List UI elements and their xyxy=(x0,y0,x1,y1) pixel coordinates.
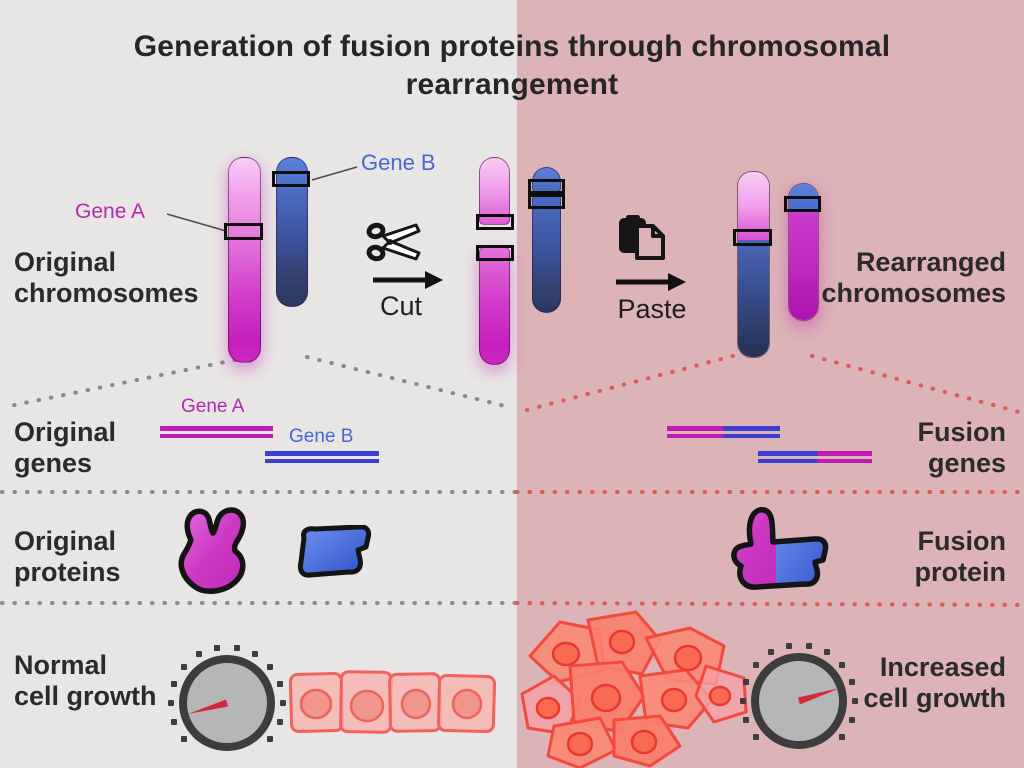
original-chromosomes-label: Original chromosomes xyxy=(14,247,199,309)
gene-a-box-cut-bottom xyxy=(476,245,514,261)
original-genes-label-line1: Original xyxy=(14,417,117,447)
gene-a-box-cut-top xyxy=(476,214,514,230)
fusion-protein-label-line2: protein xyxy=(914,557,1007,587)
gene-b-callout-label: Gene B xyxy=(361,150,436,175)
protein-b-shape xyxy=(297,525,372,578)
fusion-gene-bar-1 xyxy=(667,426,780,438)
normal-cell-growth-label: Normal cell growth xyxy=(14,650,157,712)
fusion-chromosome-1-blue-segment xyxy=(738,240,769,357)
gene-b-bar-label: Gene B xyxy=(289,426,354,447)
original-proteins-label-line2: proteins xyxy=(14,557,121,587)
page-title-line1: Generation of fusion proteins through ch… xyxy=(133,30,891,63)
page-title: Generation of fusion proteins through ch… xyxy=(0,28,1024,104)
fusion-chromosome-1 xyxy=(737,171,770,358)
chromosome-a-cut-bottom xyxy=(479,247,510,365)
gene-a-bar xyxy=(160,426,273,438)
gene-a-callout-label: Gene A xyxy=(75,200,146,223)
chromosome-b xyxy=(276,157,308,307)
dial-gauge-low-icon xyxy=(168,645,286,751)
fusion-genes-label-line1: Fusion xyxy=(917,417,1007,447)
gene-a-bar-label: Gene A xyxy=(181,396,245,417)
gauge-needle-low xyxy=(188,699,228,714)
increased-cell-growth-label: Increased cell growth xyxy=(863,652,1006,714)
increased-cell-growth-label-line1: Increased xyxy=(879,652,1006,682)
fusion-genes-label-line2: genes xyxy=(927,448,1006,478)
scissors-icon xyxy=(366,222,421,262)
protein-a-blob xyxy=(178,507,246,594)
normal-cell-growth-label-line1: Normal xyxy=(14,650,108,680)
fusion-chromosome-2-gene-box xyxy=(784,196,821,212)
fusion-chromosome-2 xyxy=(788,183,819,321)
rearranged-chromosomes-label: Rearranged chromosomes xyxy=(821,247,1006,309)
gene-b-box xyxy=(272,171,310,187)
fusion-gene-bar-2 xyxy=(758,451,872,463)
rearranged-chromosomes-label-line1: Rearranged xyxy=(855,247,1006,277)
clipboard-paste-icon xyxy=(619,215,665,260)
gauge-needle-high xyxy=(798,688,840,705)
original-genes-label-line2: genes xyxy=(14,448,93,478)
chromosome-a-cut-top xyxy=(479,157,510,225)
gene-b-box-cut-top xyxy=(528,179,565,194)
rearranged-chromosomes-label-line2: chromosomes xyxy=(821,278,1006,308)
original-chromosomes-label-line2: chromosomes xyxy=(14,278,199,308)
gene-b-box-cut-bottom xyxy=(528,194,565,209)
cut-arrow-icon xyxy=(373,271,443,289)
fusion-protein-shape xyxy=(731,507,829,590)
gene-b-bar xyxy=(265,451,379,463)
original-proteins-label-line1: Original xyxy=(14,526,117,556)
original-proteins-label: Original proteins xyxy=(14,526,121,588)
original-genes-label: Original genes xyxy=(14,417,116,479)
fusion-protein-label-line1: Fusion xyxy=(917,526,1007,556)
paste-arrow-icon xyxy=(616,273,686,291)
gene-a-box xyxy=(224,223,263,240)
increased-cell-growth-label-line2: cell growth xyxy=(863,683,1006,713)
fusion-chromosome-2-magenta-segment xyxy=(789,211,818,320)
fusion-genes-label: Fusion genes xyxy=(918,417,1007,479)
cut-label: Cut xyxy=(379,291,423,321)
increased-cells-cluster xyxy=(520,610,748,768)
normal-cells-row xyxy=(288,670,497,734)
paste-label: Paste xyxy=(617,294,687,324)
chromosome-b-cut-bottom xyxy=(532,194,561,313)
page-title-line2: rearrangement xyxy=(405,68,619,101)
normal-cell-growth-label-line2: cell growth xyxy=(14,681,157,711)
dial-gauge-high-icon xyxy=(740,643,858,749)
fusion-chromosome-1-gene-box xyxy=(733,229,772,246)
original-chromosomes-label-line1: Original xyxy=(14,247,117,277)
chromosome-a xyxy=(228,157,261,363)
fusion-protein-label: Fusion protein xyxy=(915,526,1007,588)
